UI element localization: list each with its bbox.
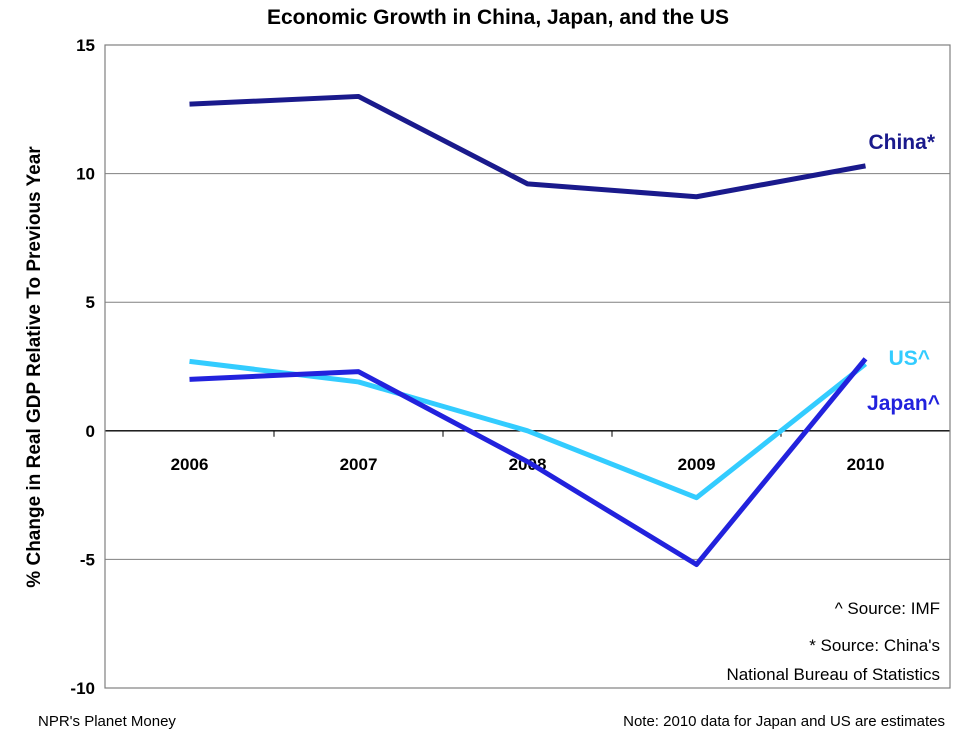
x-category-label: 2010 [847,455,885,474]
y-tick-label: 10 [76,165,95,184]
y-axis-label: % Change in Real GDP Relative To Previou… [24,146,45,588]
x-category-label: 2006 [171,455,209,474]
annotation-china-bureau: National Bureau of Statistics [726,665,940,684]
x-category-label: 2009 [678,455,716,474]
y-tick-label: 15 [76,36,95,55]
footer-credit: NPR's Planet Money [38,713,176,730]
series-line-0 [189,93,866,200]
x-category-label: 2007 [340,455,378,474]
series-line-2 [189,357,868,568]
plot-area-border [104,44,951,689]
y-tick-label: -5 [80,550,95,569]
series-line-1 [189,358,868,501]
footer-note: Note: 2010 data for Japan and US are est… [623,713,945,730]
chart-title: Economic Growth in China, Japan, and the… [267,6,729,29]
y-tick-label: 0 [86,422,95,441]
annotation-imf-source: ^ Source: IMF [835,599,940,618]
series-label-china: China* [868,131,935,154]
y-tick-label: 5 [86,293,95,312]
series-label-us: US^ [889,347,930,370]
series-lines [189,93,868,568]
y-tick-labels: 15 10 5 0 -5 -10 [70,36,95,698]
series-label-japan: Japan^ [867,392,940,415]
y-tick-label: -10 [70,679,95,698]
annotation-china-source: * Source: China's [809,636,940,655]
